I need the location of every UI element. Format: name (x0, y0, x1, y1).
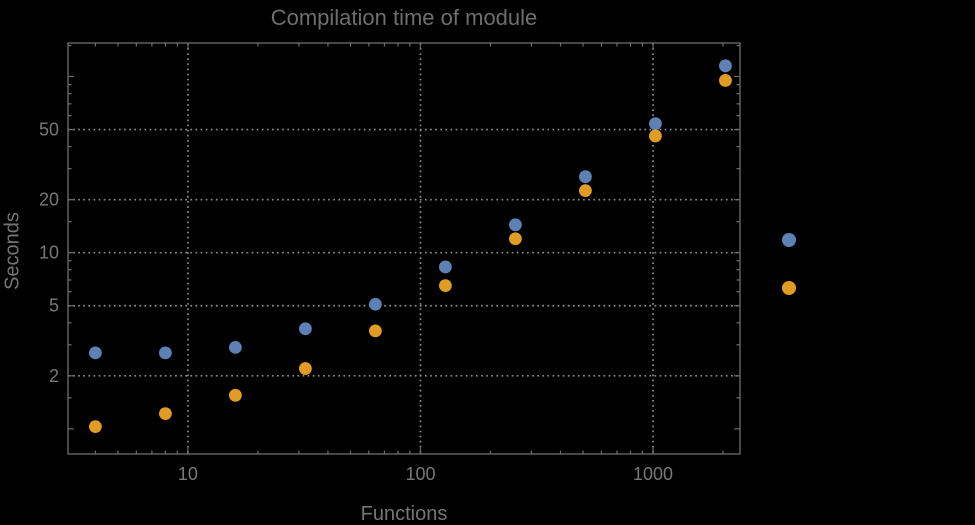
data-point (509, 218, 522, 232)
data-point (439, 279, 452, 293)
y-tick-label: 20 (39, 190, 59, 210)
plot-frame (67, 42, 741, 455)
data-point (298, 362, 312, 375)
legend-marker-series-2 (782, 281, 796, 295)
data-point (369, 297, 382, 311)
data-point (509, 232, 522, 246)
x-tick-label: 10 (178, 464, 198, 484)
data-point (369, 324, 382, 338)
data-point (649, 129, 662, 143)
data-point (158, 407, 172, 421)
data-point (228, 388, 242, 402)
legend-marker-series-1 (782, 233, 796, 247)
data-point (88, 420, 102, 434)
x-tick-label: 1000 (633, 464, 673, 484)
tick-labels: 10 100 1000 50 20 10 5 2 (39, 120, 673, 484)
data-point (88, 346, 102, 360)
data-point (439, 260, 452, 274)
axis-ticks (68, 43, 740, 454)
x-axis-label: Functions (360, 503, 448, 525)
series-blue (88, 59, 732, 360)
data-point (719, 74, 732, 87)
y-tick-label: 5 (49, 296, 59, 316)
x-tick-label: 100 (405, 464, 435, 484)
data-point (298, 322, 312, 336)
data-point (579, 184, 592, 198)
y-tick-label: 50 (39, 120, 59, 140)
data-point (719, 59, 732, 73)
y-tick-label: 2 (49, 366, 59, 386)
data-point (579, 170, 592, 184)
data-point (158, 346, 172, 360)
data-point (228, 341, 242, 354)
y-axis-label: Seconds (1, 212, 24, 290)
y-tick-label: 10 (39, 243, 59, 263)
chart-title: Compilation time of module (270, 5, 538, 30)
gridlines (68, 43, 740, 454)
series-orange (88, 74, 732, 434)
data-point (649, 117, 662, 131)
legend (782, 233, 796, 295)
